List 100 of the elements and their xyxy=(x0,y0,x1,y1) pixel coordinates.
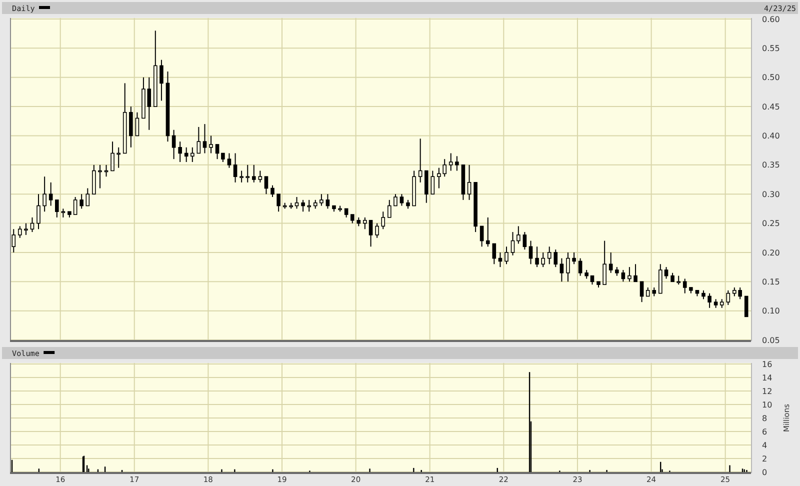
candlestick xyxy=(270,184,274,198)
candlestick xyxy=(80,194,84,210)
candlestick xyxy=(172,129,176,160)
y-tick-label: 0.40 xyxy=(762,132,780,141)
candlestick xyxy=(252,164,256,183)
candlestick xyxy=(682,278,687,294)
y-tick-label: 8 xyxy=(762,414,768,423)
candlestick xyxy=(448,152,453,172)
candlestick xyxy=(363,216,367,230)
candlestick xyxy=(307,199,312,212)
y-tick-label: 10 xyxy=(762,400,772,410)
candlestick xyxy=(664,266,668,280)
candlestick xyxy=(233,152,238,183)
candlestick xyxy=(528,240,533,265)
y-tick-label: 0.25 xyxy=(762,219,780,228)
candlestick xyxy=(418,138,422,183)
candlestick xyxy=(381,211,386,230)
candlestick xyxy=(227,152,232,168)
candlestick xyxy=(98,164,102,189)
y-tick-label: 0.15 xyxy=(762,277,780,286)
candlestick xyxy=(522,232,527,250)
y-tick-label: 0.50 xyxy=(762,73,780,82)
y-tick-label: 0.20 xyxy=(762,248,780,258)
candlestick xyxy=(486,216,490,248)
candlestick xyxy=(572,252,576,265)
y-tick-label: 0.60 xyxy=(762,14,780,24)
candlestick xyxy=(276,194,280,212)
candlestick xyxy=(708,292,712,308)
candlestick xyxy=(326,194,330,210)
y-tick-label: 4 xyxy=(762,440,768,450)
candlestick xyxy=(492,243,496,265)
candlestick xyxy=(498,252,502,268)
y-tick-label: 0.10 xyxy=(762,306,780,316)
candlestick xyxy=(560,258,564,282)
candlestick xyxy=(129,106,133,148)
candlestick xyxy=(578,258,582,276)
y-tick-label: 16 xyxy=(762,360,772,369)
y-tick-label: 2 xyxy=(762,454,768,464)
candlestick xyxy=(160,59,164,102)
candlestick xyxy=(375,222,379,238)
candlestick xyxy=(504,246,508,265)
candlestick xyxy=(554,249,558,268)
candlestick xyxy=(73,196,78,216)
y-tick-label: 12 xyxy=(762,386,772,396)
candlestick xyxy=(628,266,632,282)
candlestick xyxy=(110,141,114,172)
candlestick xyxy=(184,146,188,162)
candlestick xyxy=(24,222,28,236)
candlestick xyxy=(394,194,398,206)
candlestick xyxy=(387,199,392,218)
candlestick xyxy=(602,240,606,286)
y-tick-label: 14 xyxy=(762,373,772,382)
candlestick xyxy=(744,296,748,318)
candlestick xyxy=(190,146,194,162)
candlestick xyxy=(209,135,213,154)
candlestick xyxy=(202,124,207,154)
candlestick xyxy=(480,226,484,248)
candlestick xyxy=(658,264,662,294)
candlestick xyxy=(455,156,459,172)
candlestick xyxy=(566,252,570,282)
candlestick xyxy=(294,196,299,210)
candlestick xyxy=(430,170,435,195)
candlestick xyxy=(621,269,626,282)
y-tick-label: 0.35 xyxy=(762,160,780,170)
candlestick xyxy=(30,216,34,233)
candlestick xyxy=(634,264,638,282)
candlestick xyxy=(301,199,305,212)
candlestick xyxy=(42,176,46,212)
candlestick xyxy=(547,246,552,265)
candlestick xyxy=(55,199,59,218)
candlestick xyxy=(726,290,730,306)
y-tick-label: 0.30 xyxy=(762,190,780,199)
candlestick xyxy=(116,146,120,168)
y-tick-label: 0.55 xyxy=(762,44,780,53)
candlestick xyxy=(320,194,324,206)
candlestick xyxy=(258,170,262,183)
y-tick-label: 0.45 xyxy=(762,102,780,112)
candlestick xyxy=(400,194,404,206)
candlestick xyxy=(18,226,22,238)
candlestick xyxy=(196,126,201,154)
candlestick xyxy=(264,176,268,195)
candlestick xyxy=(424,170,428,204)
candlestick xyxy=(467,164,472,200)
candlestick xyxy=(240,170,244,183)
candlestick xyxy=(178,141,182,162)
candlestick xyxy=(516,226,520,244)
candlestick xyxy=(510,232,515,256)
candlestick xyxy=(48,182,53,206)
candlestick xyxy=(246,164,250,183)
candlestick xyxy=(608,252,613,274)
y-tick-label: 0 xyxy=(762,468,768,477)
candlestick xyxy=(368,220,373,248)
candlestick xyxy=(215,144,220,160)
candlestick xyxy=(640,281,644,303)
y-tick-label: 0.05 xyxy=(762,336,780,345)
candlestick xyxy=(36,194,40,230)
y-tick-label: 6 xyxy=(762,427,768,436)
candlestick xyxy=(541,252,545,268)
candlestick xyxy=(135,112,140,136)
candlestick xyxy=(86,188,90,206)
